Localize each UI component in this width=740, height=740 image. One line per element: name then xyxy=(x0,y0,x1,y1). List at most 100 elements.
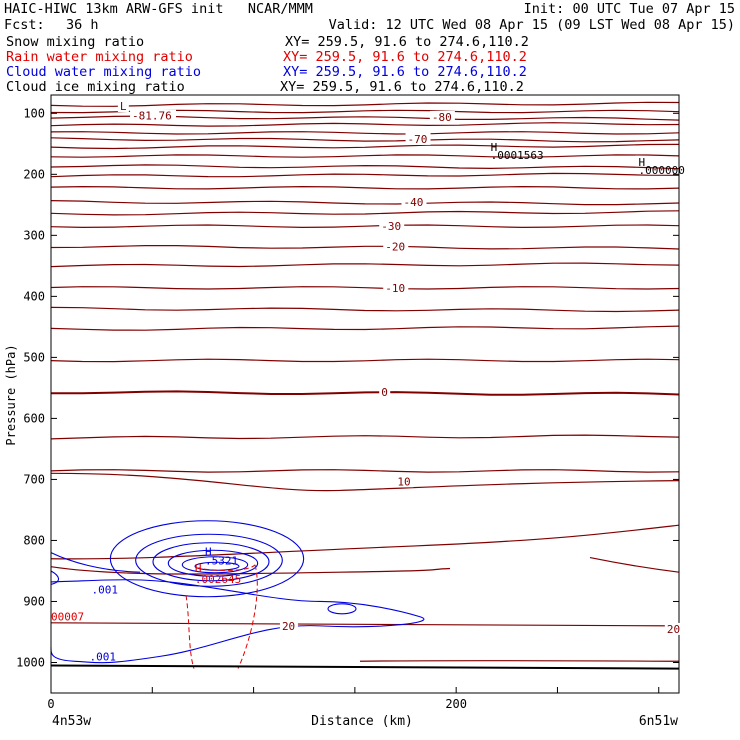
temperature-label: 0 xyxy=(381,386,388,399)
y-tick-label: 600 xyxy=(23,411,45,425)
x-axis-label: Distance (km) xyxy=(311,714,413,729)
temperature-contour xyxy=(50,131,680,135)
label-background xyxy=(383,281,409,294)
contour-marker: H xyxy=(195,562,202,575)
contour-marker: .002645 xyxy=(195,573,241,586)
y-tick-label: 900 xyxy=(23,594,45,608)
x-tick-label: 200 xyxy=(445,697,467,711)
temperature-label: -81.76 xyxy=(132,110,172,123)
label-background xyxy=(130,109,177,122)
temperature-contour xyxy=(50,224,680,229)
temperature-contour xyxy=(50,524,680,560)
label-background xyxy=(279,619,298,632)
temperature-contour xyxy=(50,325,680,331)
temperature-contour xyxy=(50,286,680,290)
temperature-contour xyxy=(50,185,680,190)
y-tick-label: 1000 xyxy=(16,655,45,669)
temperature-label: L xyxy=(120,100,127,113)
field-cloudwater-xy: XY= 259.5, 91.6 to 274.6,110.2 xyxy=(283,64,527,80)
temperature-contour xyxy=(359,659,680,662)
endpoint-right: 6n51w xyxy=(639,714,678,729)
cloud-water-contour xyxy=(50,552,141,573)
y-tick-label: 100 xyxy=(23,106,45,120)
contour-marker: .001 xyxy=(92,583,119,596)
temperature-contour xyxy=(50,210,680,216)
cloud-water-contour-outer xyxy=(50,579,425,664)
y-tick-label: 700 xyxy=(23,472,45,486)
cloud-water-contour xyxy=(181,556,249,574)
temperature-label: -70 xyxy=(408,133,428,146)
cloud-water-contour xyxy=(167,549,259,577)
field-snow-label: Snow mixing ratio xyxy=(6,34,145,50)
temperature-label: 20 xyxy=(282,620,295,633)
contour-marker: .5321 xyxy=(205,555,238,568)
terrain-line xyxy=(50,664,680,670)
model-title: HAIC-HIWC 13km ARW-GFS init NCAR/MMM xyxy=(4,1,313,17)
temperature-contour xyxy=(51,390,680,396)
rain-water-contour xyxy=(195,564,256,571)
temperature-contour xyxy=(50,122,680,127)
rain-water-contour xyxy=(237,564,258,669)
cloud-water-contour xyxy=(152,542,270,582)
y-tick-label: 500 xyxy=(23,350,45,364)
temperature-label: -80 xyxy=(432,111,452,124)
forecast-hour: 36 h xyxy=(66,17,99,33)
temperature-contour xyxy=(50,200,680,206)
label-background xyxy=(395,475,414,488)
temperature-contour xyxy=(50,164,680,170)
cloud-water-contour xyxy=(109,520,305,598)
init-time: Init: 00 UTC Tue 07 Apr 15 xyxy=(523,1,735,17)
plot-border xyxy=(50,94,680,694)
field-snow-xy: XY= 259.5, 91.6 to 274.6,110.2 xyxy=(285,34,529,50)
temperature-contour xyxy=(50,143,680,150)
forecast-label: Fcst: xyxy=(4,17,45,33)
temperature-label: -10 xyxy=(385,282,405,295)
field-cloudice-label: Cloud ice mixing ratio xyxy=(6,79,185,95)
temperature-label: 10 xyxy=(397,475,410,488)
temperature-contour xyxy=(589,556,680,573)
contour-marker: .000000 xyxy=(638,164,684,177)
contour-marker: .001 xyxy=(89,650,116,663)
temperature-contour xyxy=(50,434,680,440)
contour-marker: H xyxy=(491,141,498,154)
label-background xyxy=(383,240,409,253)
cloud-water-contour xyxy=(327,603,357,615)
temperature-label: -40 xyxy=(403,196,423,209)
x-tick-label: 0 xyxy=(47,697,54,711)
y-tick-label: 800 xyxy=(23,533,45,547)
rain-water-contour xyxy=(185,595,195,669)
label-background xyxy=(664,622,683,635)
field-cloudice-xy: XY= 259.5, 91.6 to 274.6,110.2 xyxy=(280,79,524,95)
contour-marker: H xyxy=(638,156,645,169)
cloud-water-contour xyxy=(194,561,240,571)
y-tick-label: 200 xyxy=(23,167,45,181)
temperature-contour xyxy=(50,172,680,178)
temperature-contour xyxy=(50,245,680,250)
temperature-contour xyxy=(50,306,680,313)
cloud-water-contour xyxy=(135,533,283,587)
contour-marker: .0001563 xyxy=(491,149,544,162)
contour-marker: 00007 xyxy=(51,611,84,624)
cloud-water-contour xyxy=(50,570,60,585)
contour-layer xyxy=(50,101,680,670)
label-background xyxy=(429,110,455,123)
label-background xyxy=(401,195,427,208)
temperature-contour xyxy=(50,566,451,575)
plot-frame xyxy=(50,94,680,694)
temperature-label: 20 xyxy=(667,623,680,636)
temperature-contour xyxy=(50,154,680,158)
endpoint-left: 4n53w xyxy=(52,714,91,729)
label-background xyxy=(117,99,129,112)
label-background xyxy=(379,386,391,399)
temperature-contour-20 xyxy=(50,622,680,627)
temperature-contour xyxy=(50,469,680,473)
contour-marker: H xyxy=(205,545,212,558)
field-rain-label: Rain water mixing ratio xyxy=(6,49,193,65)
y-axis-label: Pressure (hPa) xyxy=(4,344,18,445)
field-cloudwater-label: Cloud water mixing ratio xyxy=(6,64,202,80)
label-background xyxy=(379,220,405,233)
temperature-contour xyxy=(50,358,680,363)
